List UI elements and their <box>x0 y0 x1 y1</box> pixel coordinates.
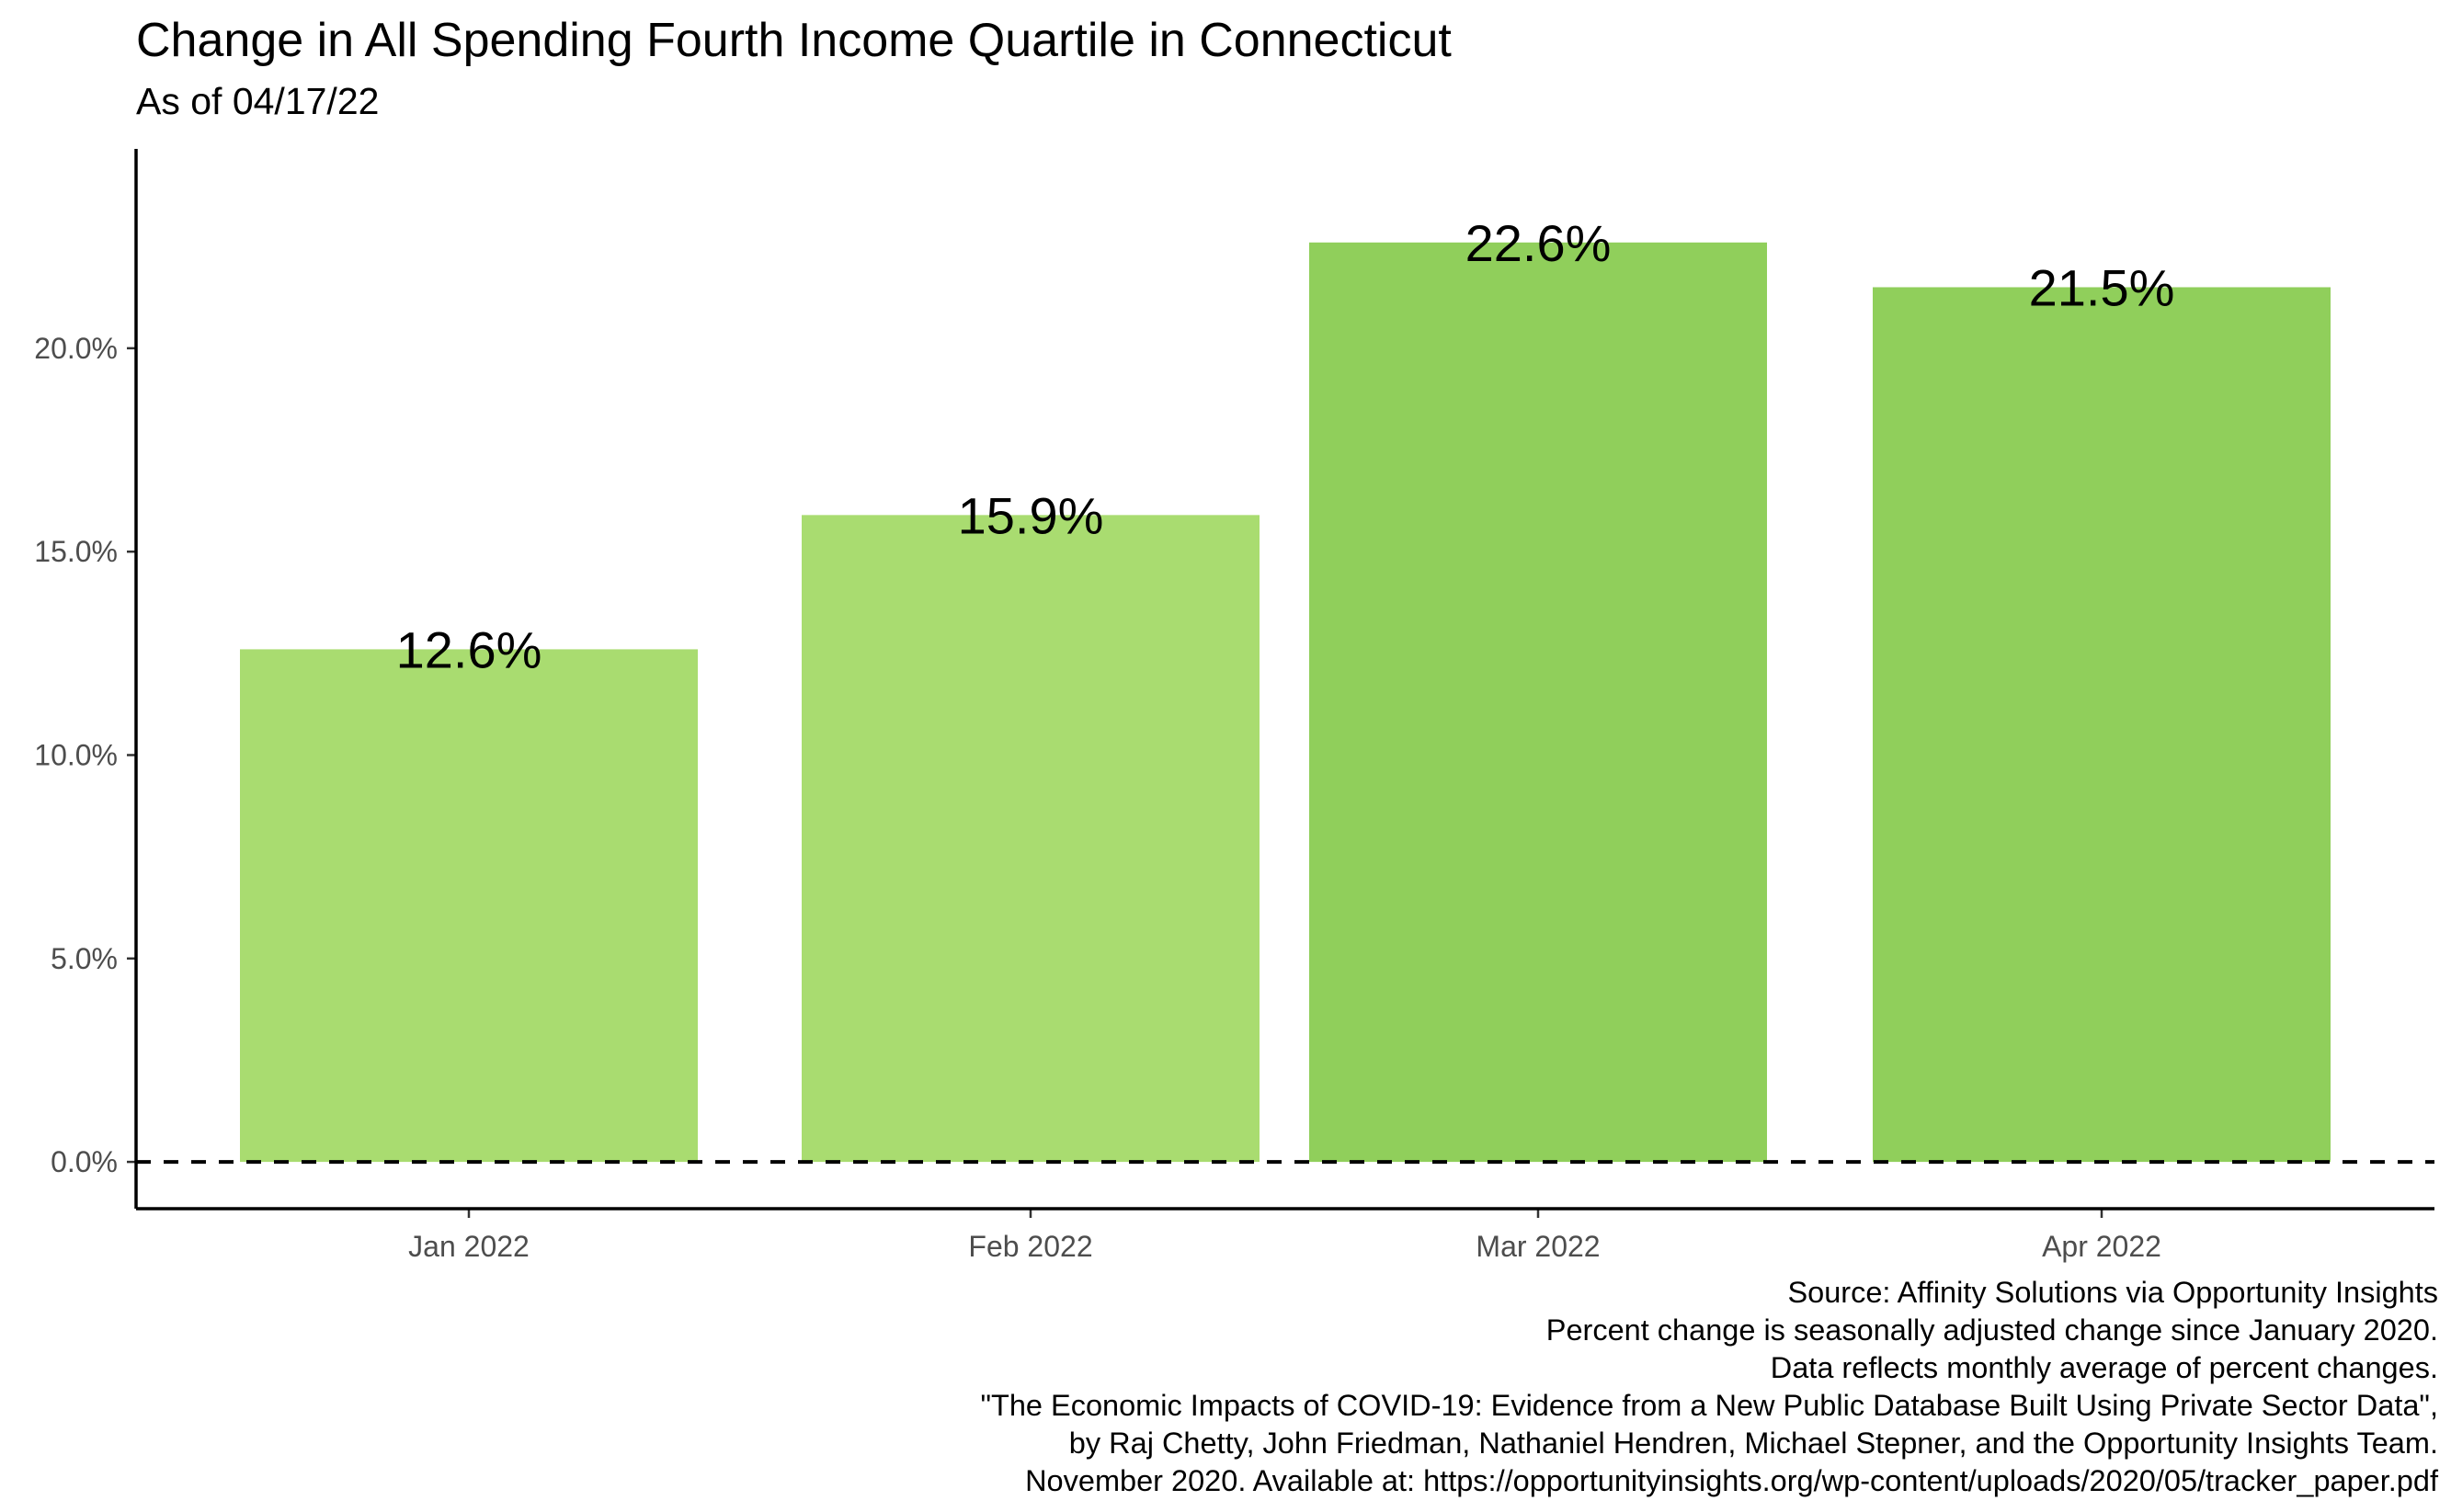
y-tick-label: 0.0% <box>51 1145 118 1178</box>
y-axis-ticks: 0.0% 5.0% 10.0% 15.0% 20.0% <box>34 332 136 1178</box>
chart-title: Change in All Spending Fourth Income Qua… <box>136 14 1452 67</box>
caption-line-method: Percent change is seasonally adjusted ch… <box>1545 1313 2438 1347</box>
y-tick-label: 5.0% <box>51 942 118 975</box>
x-tick-label: Apr 2022 <box>2042 1230 2161 1263</box>
bar <box>240 649 698 1163</box>
x-tick-label: Feb 2022 <box>968 1230 1092 1263</box>
value-labels: 12.6% 15.9% 22.6% 21.5% <box>396 214 2175 679</box>
bars <box>240 242 2331 1163</box>
bar <box>1309 242 1767 1163</box>
bar <box>802 515 1260 1163</box>
caption-line-source: Source: Affinity Solutions via Opportuni… <box>1787 1276 2438 1309</box>
bar <box>1873 287 2331 1163</box>
y-tick-label: 10.0% <box>34 738 118 771</box>
chart-caption: Source: Affinity Solutions via Opportuni… <box>980 1274 2438 1500</box>
x-tick-label: Mar 2022 <box>1476 1230 1600 1263</box>
caption-line-citation-link: November 2020. Available at: https://opp… <box>1025 1464 2438 1497</box>
x-axis-ticks: Jan 2022 Feb 2022 Mar 2022 Apr 2022 <box>408 1209 2161 1263</box>
x-tick-label: Jan 2022 <box>408 1230 530 1263</box>
bar-value-label: 15.9% <box>958 486 1104 544</box>
y-tick-label: 20.0% <box>34 332 118 365</box>
bar-value-label: 21.5% <box>2029 258 2175 316</box>
bar-value-label: 22.6% <box>1465 214 1612 272</box>
chart-subtitle: As of 04/17/22 <box>136 80 380 122</box>
caption-line-citation-authors: by Raj Chetty, John Friedman, Nathaniel … <box>1068 1427 2438 1460</box>
caption-line-citation-title: "The Economic Impacts of COVID-19: Evide… <box>980 1389 2438 1422</box>
bar-value-label: 12.6% <box>396 620 542 678</box>
y-tick-label: 15.0% <box>34 535 118 568</box>
caption-line-average: Data reflects monthly average of percent… <box>1770 1351 2438 1384</box>
